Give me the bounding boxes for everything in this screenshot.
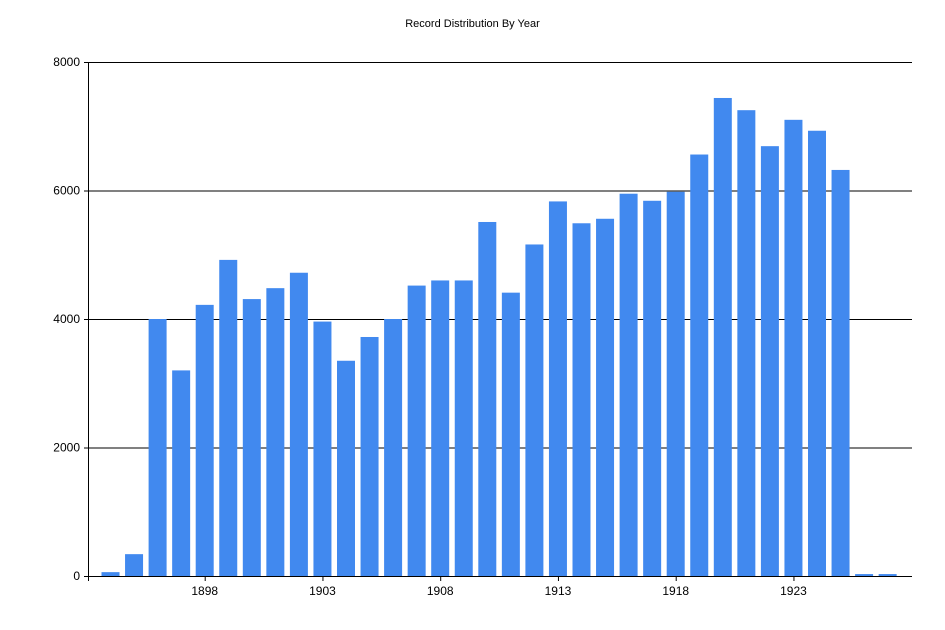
x-tick-label: 1898 [191, 584, 218, 598]
bar-1899 [219, 259, 238, 576]
bar-1900 [242, 299, 261, 576]
bar-1901 [266, 288, 285, 576]
bar-1916 [619, 193, 638, 576]
bar-1898 [195, 304, 214, 576]
y-tick-label: 4000 [53, 312, 80, 326]
y-tick-label: 2000 [53, 441, 80, 455]
bar-1915 [596, 218, 615, 576]
bars [101, 97, 897, 577]
bar-1907 [407, 285, 426, 576]
y-tick-label: 0 [73, 569, 80, 583]
bar-1902 [289, 272, 308, 576]
bar-1921 [737, 110, 756, 576]
chart-title: Record Distribution By Year [405, 18, 540, 30]
bar-1926 [855, 574, 874, 576]
bar-1911 [501, 292, 520, 576]
axes [84, 62, 912, 581]
bar-1919 [690, 154, 709, 576]
bar-1917 [643, 200, 662, 576]
bar-1927 [878, 574, 897, 576]
bar-1897 [172, 370, 191, 576]
y-tick-label: 8000 [53, 55, 80, 69]
x-tick-label: 1913 [545, 584, 572, 598]
bar-1903 [313, 321, 332, 576]
bar-1910 [478, 221, 497, 577]
x-tick-label: 1923 [780, 584, 807, 598]
x-axis-ticks: 1898 1903 1908 1913 1918 1923 [191, 576, 807, 598]
bar-1906 [384, 319, 403, 576]
bar-1895 [125, 554, 144, 576]
y-tick-label: 6000 [53, 184, 80, 198]
bar-1914 [572, 223, 591, 576]
x-tick-label: 1908 [427, 584, 454, 598]
x-tick-label: 1918 [662, 584, 689, 598]
bar-1894 [101, 572, 120, 576]
bar-1896 [148, 319, 167, 576]
bar-1922 [760, 146, 779, 577]
bar-1904 [337, 360, 355, 576]
bar-1913 [548, 201, 567, 577]
bar-1923 [784, 119, 803, 576]
bar-1909 [454, 280, 473, 576]
bar-1924 [808, 130, 826, 576]
y-axis-ticks: 0 2000 4000 6000 8000 [53, 55, 88, 583]
bar-1925 [831, 169, 850, 576]
bar-1918 [666, 191, 685, 576]
bar-1908 [431, 280, 450, 576]
bar-1912 [525, 244, 544, 576]
bar-1905 [360, 336, 379, 576]
x-tick-label: 1903 [309, 584, 336, 598]
bar-1920 [713, 97, 732, 576]
